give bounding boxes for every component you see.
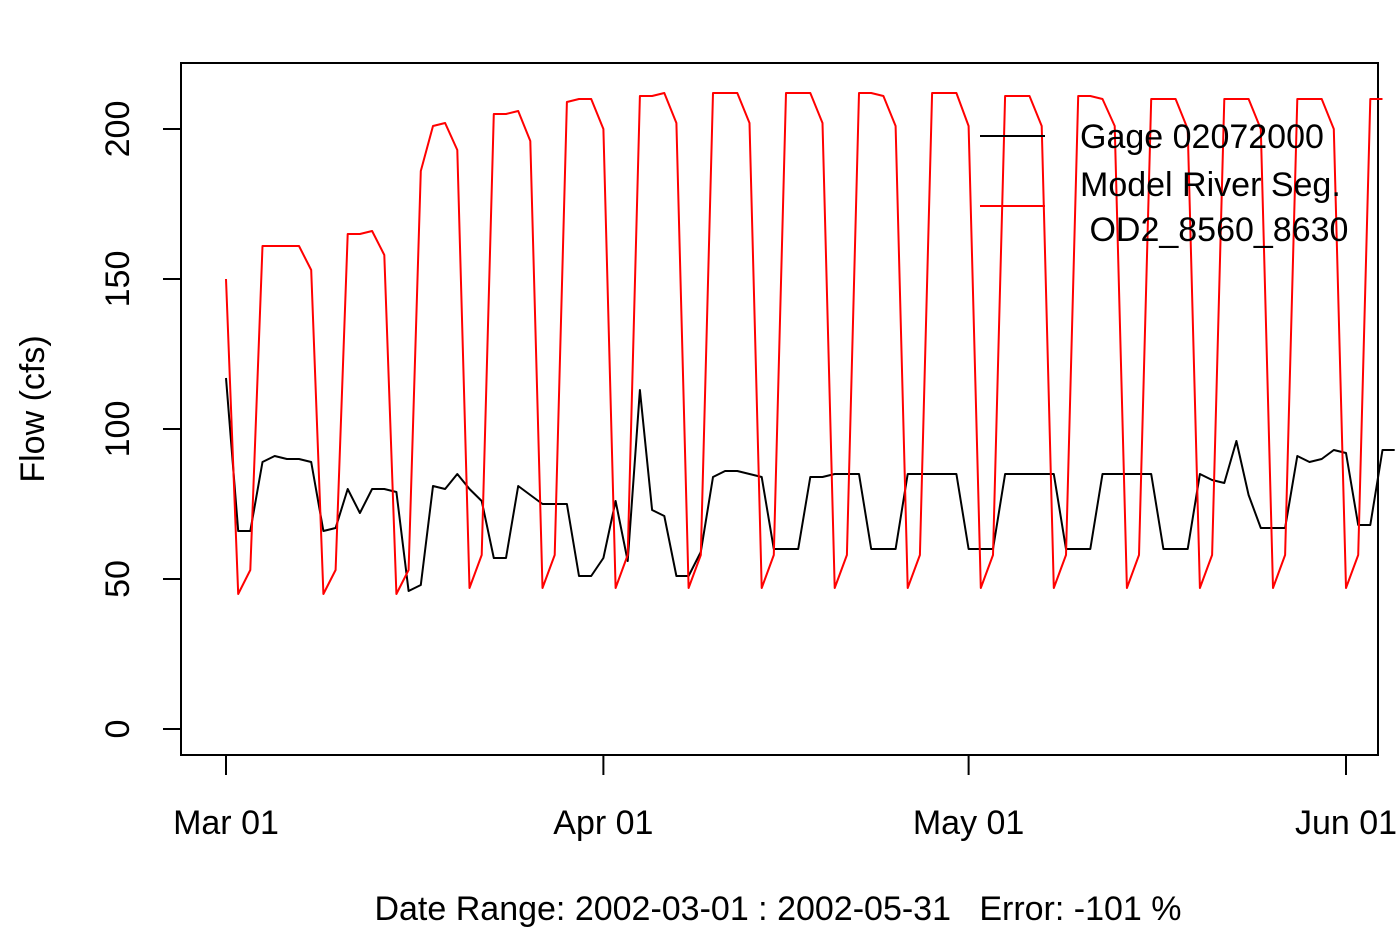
x-tick-label: Mar 01 bbox=[173, 804, 279, 842]
legend: Gage 02072000 Model River Seg. OD2_8560_… bbox=[980, 118, 1348, 249]
legend-label-model-line2: OD2_8560_8630 bbox=[1080, 211, 1348, 249]
x-tick-label: May 01 bbox=[913, 804, 1025, 842]
x-tick-label: Jun 01 bbox=[1295, 804, 1397, 842]
x-tick-label: Apr 01 bbox=[553, 804, 653, 842]
series-line-gage bbox=[225, 377, 1395, 592]
legend-label-gage: Gage 02072000 bbox=[1080, 118, 1324, 156]
y-tick-label: 50 bbox=[99, 560, 137, 598]
x-axis-title: Date Range: 2002-03-01 : 2002-05-31 Erro… bbox=[374, 890, 1181, 928]
legend-label-model: Model River Seg. bbox=[1080, 166, 1341, 204]
x-axis: Mar 01 Apr 01 May 01 Jun 01 bbox=[173, 754, 1397, 842]
y-tick-label: 200 bbox=[99, 101, 137, 158]
y-tick-label: 0 bbox=[99, 720, 137, 739]
series-line-model bbox=[225, 92, 1383, 595]
y-tick-label: 100 bbox=[99, 401, 137, 458]
series-layer bbox=[225, 92, 1395, 595]
y-axis: 0 50 100 150 200 bbox=[99, 101, 182, 739]
y-axis-title: Flow (cfs) bbox=[14, 335, 52, 482]
y-tick-label: 150 bbox=[99, 251, 137, 308]
